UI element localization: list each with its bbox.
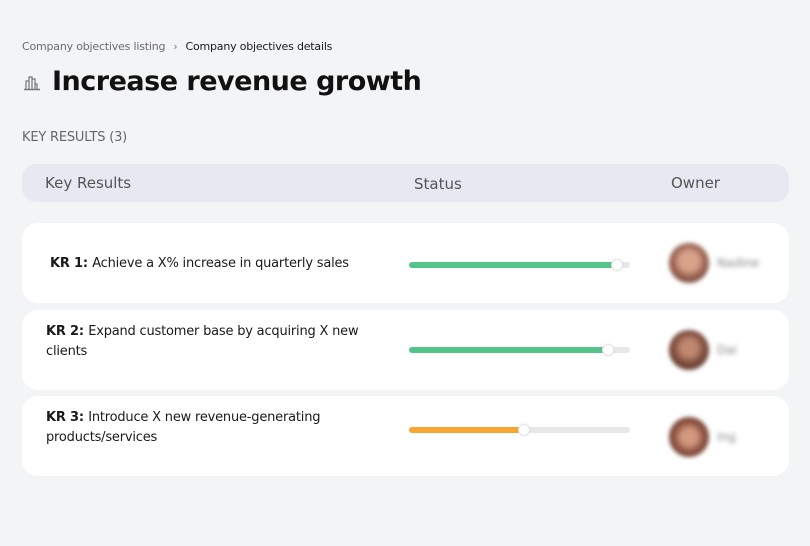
column-header-owner: Owner [671, 174, 720, 192]
owner-cell[interactable]: Nadine [669, 243, 759, 283]
progress-fill [409, 262, 617, 268]
buildings-chart-icon [24, 75, 40, 90]
owner-cell[interactable]: Dai [669, 330, 737, 370]
progress-slider[interactable] [409, 344, 630, 356]
progress-knob[interactable] [601, 344, 614, 356]
key-result-row[interactable]: KR 1: Achieve a X% increase in quarterly… [22, 223, 789, 303]
page-header: Increase revenue growth [22, 66, 422, 97]
progress-slider[interactable] [409, 259, 630, 271]
progress-fill [409, 347, 608, 353]
key-result-text: KR 2: Expand customer base by acquiring … [46, 322, 376, 362]
chevron-right-icon: › [173, 40, 178, 53]
key-result-id: KR 1: [50, 256, 93, 271]
key-result-id: KR 3: [46, 410, 89, 425]
column-header-key-results: Key Results [45, 174, 132, 192]
progress-fill [409, 427, 524, 433]
avatar [669, 417, 709, 457]
key-result-id: KR 2: [46, 324, 89, 339]
key-result-text: KR 3: Introduce X new revenue-generating… [46, 408, 376, 448]
progress-slider[interactable] [409, 424, 630, 436]
key-result-description: Introduce X new revenue-generating produ… [46, 410, 321, 445]
progress-knob[interactable] [610, 259, 623, 271]
column-header-status: Status [414, 175, 462, 193]
owner-cell[interactable]: Ing [669, 417, 736, 457]
table-header: Key Results Status Owner [22, 164, 789, 202]
progress-knob[interactable] [517, 424, 530, 436]
owner-name: Dai [717, 343, 737, 357]
key-results-count-label: KEY RESULTS (3) [22, 130, 128, 145]
owner-name: Ing [717, 430, 736, 444]
key-result-text: KR 1: Achieve a X% increase in quarterly… [50, 254, 380, 274]
breadcrumb-current: Company objectives details [185, 40, 333, 53]
key-result-row[interactable]: KR 2: Expand customer base by acquiring … [22, 310, 789, 390]
key-result-description: Expand customer base by acquiring X new … [46, 324, 359, 359]
avatar [669, 330, 709, 370]
owner-name: Nadine [717, 256, 760, 270]
key-result-description: Achieve a X% increase in quarterly sales [92, 256, 349, 271]
breadcrumb-link-listing[interactable]: Company objectives listing [22, 40, 166, 53]
breadcrumb: Company objectives listing › Company obj… [22, 40, 332, 53]
key-result-row[interactable]: KR 3: Introduce X new revenue-generating… [22, 396, 789, 476]
avatar [669, 243, 709, 283]
page-title: Increase revenue growth [52, 66, 422, 97]
